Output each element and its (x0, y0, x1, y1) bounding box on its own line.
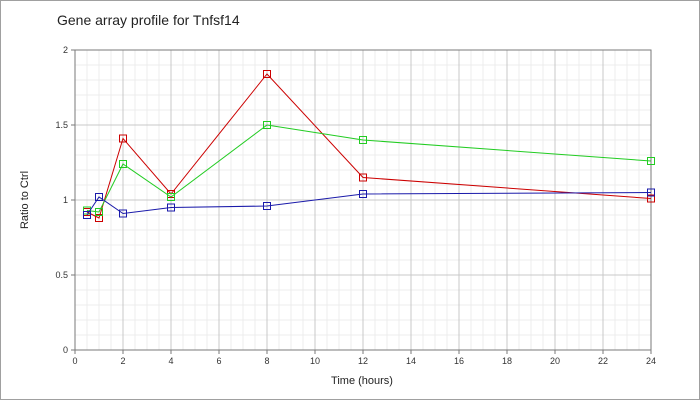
series-layer (83, 70, 655, 222)
x-tick-label: 22 (598, 356, 608, 366)
data-point (167, 193, 175, 201)
series-line (86, 192, 652, 216)
data-point (263, 121, 271, 129)
y-axis-label: Ratio to Ctrl (19, 171, 31, 229)
x-tick-label: 24 (646, 356, 656, 366)
data-point (263, 202, 271, 210)
x-axis-ticks: 0 2 4 6 8 10 12 14 16 18 20 22 24 (72, 350, 656, 366)
x-tick-label: 18 (502, 356, 512, 366)
y-tick-label: 2 (63, 45, 68, 55)
data-point (359, 190, 367, 198)
data-point (83, 211, 91, 219)
data-point (95, 214, 103, 222)
data-point (647, 194, 655, 203)
x-axis-label: Time (hours) (331, 375, 393, 387)
x-tick-label: 0 (72, 356, 77, 366)
x-tick-label: 6 (216, 356, 221, 366)
series-3 (83, 188, 655, 219)
data-point (119, 134, 127, 143)
series-2 (83, 121, 655, 216)
data-point (359, 173, 367, 182)
x-tick-label: 8 (264, 356, 269, 366)
y-tick-label: 0.5 (55, 270, 68, 280)
data-point (647, 188, 655, 197)
data-point (359, 136, 367, 144)
x-tick-label: 10 (310, 356, 320, 366)
y-axis-ticks: 0 0.5 1 1.5 2 (55, 45, 75, 355)
data-point (95, 208, 103, 216)
data-point (119, 160, 127, 168)
y-tick-label: 1.5 (55, 120, 68, 130)
data-point (263, 70, 271, 78)
y-tick-label: 0 (63, 345, 68, 355)
chart-title: Gene array profile for Tnfsf14 (57, 12, 240, 28)
series-line (86, 124, 652, 213)
y-tick-label: 1 (63, 195, 68, 205)
x-tick-label: 16 (454, 356, 464, 366)
x-tick-label: 4 (168, 356, 173, 366)
x-tick-label: 12 (358, 356, 368, 366)
series-1 (83, 70, 655, 222)
data-point (119, 209, 127, 218)
data-point (647, 157, 655, 165)
data-point (167, 203, 175, 212)
x-tick-label: 20 (550, 356, 560, 366)
data-point (95, 193, 103, 201)
x-tick-label: 14 (406, 356, 416, 366)
x-tick-label: 2 (120, 356, 125, 366)
